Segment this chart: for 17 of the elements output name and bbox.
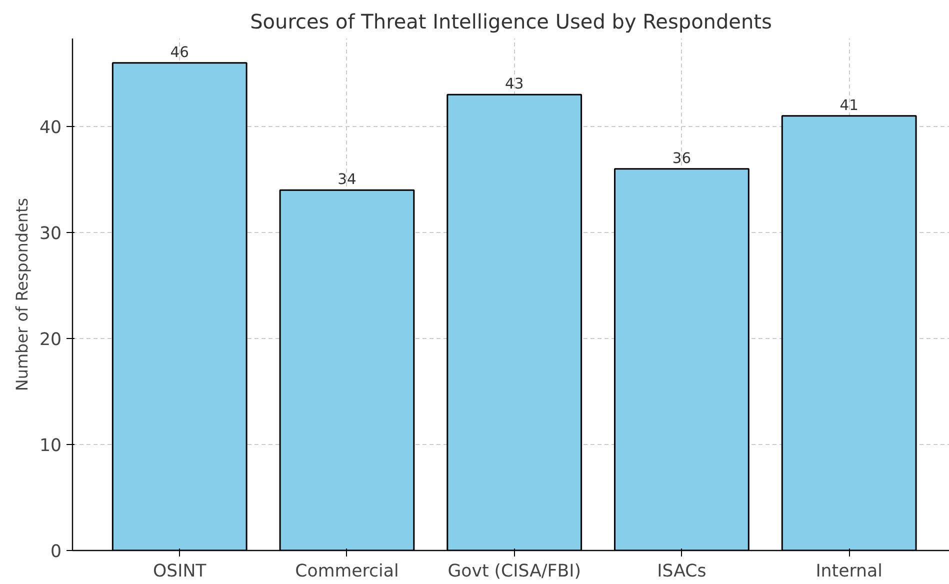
data-label: 34 bbox=[338, 171, 356, 188]
data-label: 46 bbox=[170, 44, 189, 61]
y-tick-label: 0 bbox=[50, 542, 62, 562]
y-tick-label: 30 bbox=[39, 224, 62, 244]
x-tick-label: Commercial bbox=[295, 562, 399, 582]
y-axis-title: Number of Respondents bbox=[12, 198, 32, 392]
data-label: 43 bbox=[505, 76, 524, 93]
data-label: 41 bbox=[840, 96, 858, 114]
y-tick-label: 20 bbox=[39, 330, 62, 350]
data-label: 36 bbox=[672, 150, 692, 167]
y-tick-label: 10 bbox=[39, 436, 62, 456]
x-tick-label: OSINT bbox=[152, 562, 207, 582]
x-tick-label: Govt (CISA/FBI) bbox=[448, 562, 581, 582]
x-tick-label: Internal bbox=[816, 562, 882, 582]
y-tick-label: 40 bbox=[39, 118, 62, 138]
x-tick-label: ISACs bbox=[657, 562, 706, 582]
chart-title: Sources of Threat Intelligence Used by Respondents bbox=[250, 10, 772, 34]
